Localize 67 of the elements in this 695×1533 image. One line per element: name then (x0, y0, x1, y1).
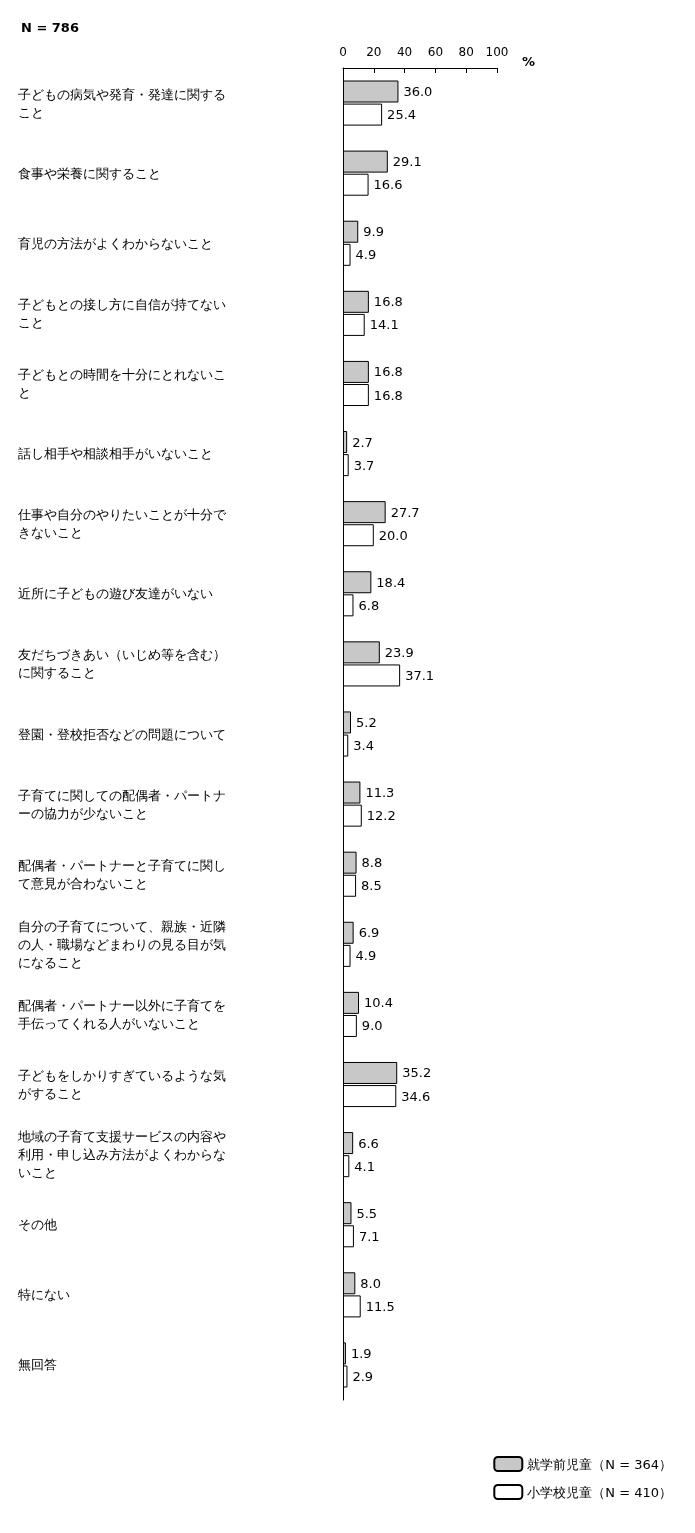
data-label: 16.6 (373, 177, 403, 193)
data-label: 36.0 (403, 84, 433, 99)
x2-tick-label: 40 (396, 45, 413, 59)
data-label: 23.9 (384, 644, 414, 660)
y-tick-label: 登園・登校拒否などの問題について (18, 726, 226, 742)
data-label: 8.0 (360, 1275, 382, 1291)
data-label: 5.2 (356, 714, 377, 730)
text: N = 786 (21, 20, 79, 35)
data-label: 2.9 (352, 1369, 374, 1384)
data-label: 29.1 (392, 154, 422, 170)
legend-label: 就学前児童（N = 364） (527, 1456, 673, 1472)
x2-axis-title: % (522, 54, 536, 69)
y-tick-label: 配偶者・パートナー以外に子育てを手伝ってくれる人がいないこと (18, 997, 226, 1031)
data-label: 4.9 (355, 948, 377, 964)
data-label: 4.1 (354, 1158, 375, 1174)
y-tick-label: 話し相手や相談相手がいないこと (18, 446, 213, 462)
data-label: 18.4 (376, 574, 406, 590)
data-label: 14.1 (369, 317, 399, 333)
data-label: 4.9 (355, 247, 377, 263)
data-label: 8.5 (361, 878, 382, 894)
data-label: 9.0 (361, 1018, 383, 1034)
data-label: 5.5 (356, 1205, 378, 1221)
data-label: 37.1 (405, 667, 435, 683)
data-label: 8.8 (361, 855, 383, 871)
data-label: 7.1 (358, 1228, 380, 1244)
y-tick-label: 配偶者・パートナーと子育てに関して意見が合わないこと (18, 857, 226, 891)
y-tick-label: 地域の子育て支援サービスの内容や利用・申し込み方法がよくわからないこと (17, 1129, 226, 1181)
data-label: 12.2 (366, 808, 396, 824)
data-label: 27.7 (390, 504, 420, 520)
data-label: 2.7 (352, 434, 373, 450)
y-tick-label: 食事や栄養に関すること (18, 165, 161, 181)
data-label: 6.8 (358, 597, 380, 613)
data-label: 3.7 (353, 457, 375, 473)
data-label: 6.6 (358, 1135, 379, 1151)
x2-tick-label: 80 (458, 45, 474, 59)
data-label: 16.8 (373, 294, 403, 310)
y-tick-label: 子育てに関しての配偶者・パートナーの協力が少ないこと (18, 787, 226, 821)
legend-label: 小学校児童（N = 410） (527, 1484, 673, 1500)
data-label: 16.8 (373, 387, 403, 403)
data-label: 3.4 (353, 738, 374, 754)
y-tick-label: 育児の方法がよくわからないこと (18, 235, 213, 251)
x2-tick-label: 60 (427, 45, 444, 59)
y-tick-label: 特にない (18, 1287, 70, 1303)
y-tick-label: その他 (18, 1217, 57, 1233)
y-tick-label: 子どもとの接し方に自信が持てないこと (18, 296, 226, 330)
y-tick-label: 近所に子どもの遊び友達がいない (18, 586, 213, 602)
data-label: 11.5 (365, 1298, 395, 1314)
data-label: 25.4 (387, 107, 417, 123)
y-tick-label: 子どもの病気や発育・発達に関すること (18, 86, 226, 120)
data-label: 11.3 (365, 785, 395, 801)
x2-tick-label: 100 (485, 45, 509, 59)
y-tick-label: 無回答 (18, 1357, 57, 1373)
data-label: 34.6 (401, 1088, 431, 1104)
y-tick-label: 自分の子育てについて、親族・近隣の人・職場などまわりの見る目が気になること (18, 918, 226, 970)
data-label: 9.9 (363, 224, 384, 240)
x2-tick-label: 20 (366, 45, 382, 59)
y-tick-label: 仕事や自分のやりたいことが十分できないこと (17, 507, 227, 541)
y-tick-label: 友だちづきあい（いじめ等を含む）に関すること (18, 647, 226, 681)
data-label: 35.2 (402, 1065, 432, 1081)
data-label: 6.9 (358, 925, 380, 941)
data-label: 20.0 (378, 527, 408, 543)
data-label: 16.8 (373, 364, 403, 380)
data-label: 1.9 (350, 1345, 372, 1361)
y-tick-label: 子どもをしかりすぎているような気がすること (18, 1068, 226, 1102)
x2-tick-label: 0 (339, 45, 347, 59)
y-tick-label: 子どもとの時間を十分にとれないこと (18, 366, 226, 400)
data-label: 10.4 (364, 995, 393, 1011)
